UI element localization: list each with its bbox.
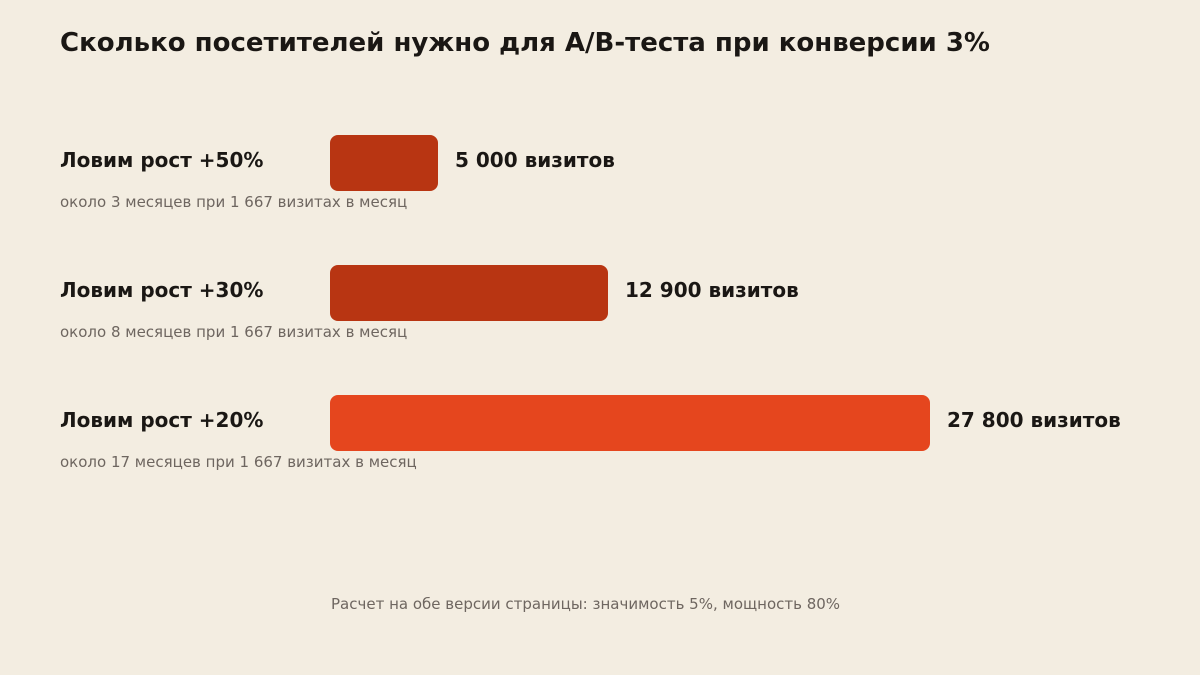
- category-subtitle: около 8 месяцев при 1 667 визитах в меся…: [60, 323, 408, 341]
- bar: [330, 135, 438, 191]
- category-label: Ловим рост +50%: [60, 148, 264, 172]
- category-subtitle: около 3 месяцев при 1 667 визитах в меся…: [60, 193, 408, 211]
- bar-value-label: 12 900 визитов: [625, 278, 799, 302]
- bar: [330, 395, 930, 451]
- chart-row: Ловим рост +30% около 8 месяцев при 1 66…: [0, 265, 1200, 355]
- bar-value-label: 5 000 визитов: [455, 148, 615, 172]
- footnote: Расчет на обе версии страницы: значимост…: [331, 595, 841, 613]
- category-label: Ловим рост +30%: [60, 278, 264, 302]
- bar: [330, 265, 608, 321]
- category-label: Ловим рост +20%: [60, 408, 264, 432]
- chart-row: Ловим рост +20% около 17 месяцев при 1 6…: [0, 395, 1200, 485]
- category-subtitle: около 17 месяцев при 1 667 визитах в мес…: [60, 453, 417, 471]
- chart-row: Ловим рост +50% около 3 месяцев при 1 66…: [0, 135, 1200, 225]
- bar-value-label: 27 800 визитов: [947, 408, 1121, 432]
- page-title: Сколько посетителей нужно для A/B-теста …: [60, 28, 990, 58]
